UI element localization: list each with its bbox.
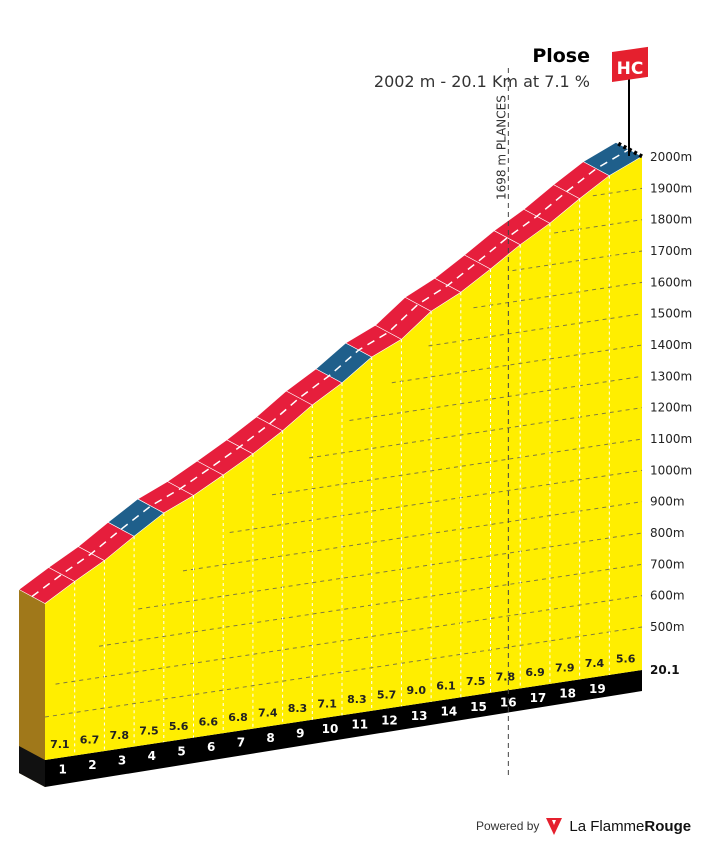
- altitude-tick-label: 500m: [650, 620, 685, 634]
- gradient-label: 5.6: [616, 652, 636, 665]
- gradient-label: 7.5: [139, 724, 159, 737]
- gradient-label: 7.9: [555, 662, 575, 675]
- altitude-tick-label: 1100m: [650, 432, 692, 446]
- gradient-label: 6.8: [228, 711, 248, 724]
- flamme-rouge-logo-icon: [546, 818, 563, 835]
- gradient-label: 7.4: [585, 657, 605, 670]
- gradient-label: 7.4: [258, 706, 278, 719]
- altitude-tick-label: 1600m: [650, 275, 692, 289]
- km-label: 11: [351, 718, 368, 732]
- altitude-tick-label: 1000m: [650, 463, 692, 477]
- km-label: 19: [589, 682, 606, 696]
- gridline: [229, 469, 643, 534]
- gradient-label: 5.6: [169, 720, 189, 733]
- km-label: 12: [381, 713, 398, 727]
- gradient-label: 7.1: [317, 697, 337, 710]
- altitude-tick-label: 900m: [650, 495, 685, 509]
- gridline: [138, 532, 643, 610]
- climb-subtitle: 2002 m - 20.1 Km at 7.1 %: [374, 72, 590, 91]
- km-label: 15: [470, 700, 487, 714]
- altitude-tick-label: 1300m: [650, 369, 692, 383]
- altitude-tick-label: 1900m: [650, 181, 692, 195]
- profile-side-face: [19, 589, 45, 787]
- road-centerline: [31, 148, 630, 598]
- km-strip-side: [19, 746, 45, 787]
- km-label: 5: [177, 745, 185, 759]
- gridline: [182, 501, 643, 572]
- gradient-label: 7.8: [496, 671, 516, 684]
- altitude-tick-label: 1400m: [650, 338, 692, 352]
- gridline: [391, 344, 643, 384]
- altitude-tick-label: 1800m: [650, 213, 692, 227]
- footer: Powered by La FlammeRouge: [476, 816, 691, 836]
- waypoint-label: 1698 m PLANCES: [494, 95, 508, 200]
- altitude-tick-label: 600m: [650, 589, 685, 603]
- altitude-tick-label: 800m: [650, 526, 685, 540]
- gradient-label: 7.5: [466, 675, 486, 688]
- km-label: 1: [59, 763, 67, 777]
- km-label: 9: [296, 727, 304, 741]
- gridline: [592, 187, 643, 197]
- gradient-label: 6.1: [436, 680, 456, 693]
- gradient-label: 6.9: [525, 666, 545, 679]
- gradient-label: 6.7: [80, 733, 100, 746]
- km-strip: [45, 670, 642, 787]
- altitude-tick-label: 700m: [650, 557, 685, 571]
- altitude-tick-label: 1500m: [650, 307, 692, 321]
- gradient-label: 6.6: [199, 715, 219, 728]
- gradient-label: 7.1: [50, 738, 70, 751]
- km-label: 4: [148, 749, 156, 763]
- category-flag: [612, 46, 648, 82]
- end-distance-label: 20.1: [650, 663, 680, 677]
- powered-by-text: Powered by: [476, 819, 540, 833]
- gradient-label: 5.7: [377, 689, 397, 702]
- gridline: [55, 595, 643, 685]
- profile-area: [45, 156, 642, 760]
- km-label: 8: [266, 731, 274, 745]
- gradient-label: 8.3: [347, 693, 367, 706]
- km-label: 7: [237, 736, 245, 750]
- gridline: [428, 313, 643, 347]
- gradient-label: 8.3: [288, 702, 308, 715]
- gridline: [554, 219, 643, 234]
- gridline: [309, 407, 643, 459]
- km-label: 18: [559, 686, 576, 700]
- km-label: 10: [322, 722, 339, 736]
- gradient-label: 9.0: [407, 684, 427, 697]
- altitude-tick-label: 1700m: [650, 244, 692, 258]
- km-label: 14: [440, 704, 457, 718]
- climb-title: Plose: [532, 45, 590, 67]
- km-label: 13: [411, 709, 428, 723]
- km-label: 17: [530, 691, 547, 705]
- km-label: 3: [118, 754, 126, 768]
- altitude-tick-label: 2000m: [650, 150, 692, 164]
- altitude-tick-label: 1200m: [650, 401, 692, 415]
- gradient-label: 7.8: [110, 729, 130, 742]
- category-label: HC: [617, 59, 644, 79]
- gridline: [271, 438, 643, 496]
- gridline: [98, 563, 643, 647]
- brand-name[interactable]: La FlammeRouge: [569, 817, 692, 835]
- gridline: [349, 375, 643, 421]
- km-label: 6: [207, 740, 215, 754]
- gridline: [512, 250, 643, 272]
- km-label: 2: [88, 758, 96, 772]
